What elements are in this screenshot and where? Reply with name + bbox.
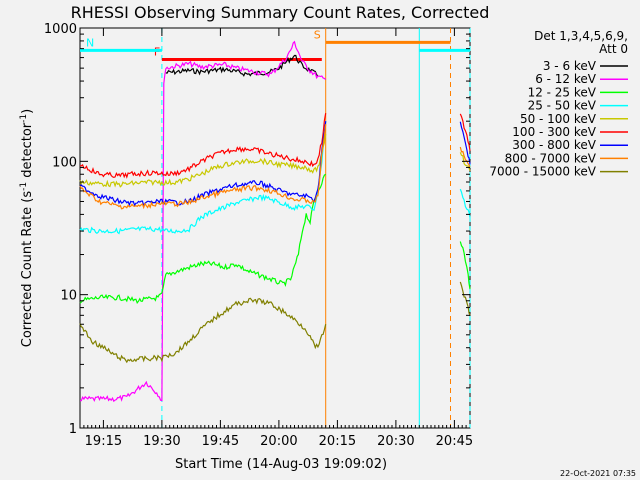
x-tick-label-1: 19:30 (143, 434, 180, 449)
legend-label-3: 25 - 50 keV (528, 99, 597, 113)
y-tick-label-0: 1 (69, 422, 77, 437)
series-line-1 (80, 40, 327, 403)
x-tick-label-6: 20:45 (436, 434, 473, 449)
x-tick-label-0: 19:15 (85, 434, 122, 449)
y-tick-label-2: 100 (52, 155, 77, 170)
legend-detectors: Det 1,3,4,5,6,9, (534, 29, 628, 43)
late-series-line-5 (459, 241, 471, 290)
series-line-4 (79, 134, 327, 188)
late-series-line-4 (459, 188, 471, 218)
series-line-5 (79, 112, 327, 179)
legend-label-0: 3 - 6 keV (543, 59, 597, 73)
chart-title: RHESSI Observing Summary Count Rates, Co… (71, 3, 490, 22)
y-axis-label-end: ) (20, 109, 35, 114)
y-axis-label-sup1: -1 (19, 182, 29, 191)
legend-label-6: 300 - 800 keV (512, 138, 596, 152)
flag-label-F: F (154, 46, 160, 59)
x-tick-label-4: 20:15 (319, 434, 356, 449)
x-tick-label-3: 20:00 (260, 434, 297, 449)
legend-label-4: 50 - 100 keV (520, 112, 597, 126)
series-lines (79, 40, 471, 403)
legend-label-1: 6 - 12 keV (535, 72, 597, 86)
series-line-0 (165, 54, 319, 77)
y-axis-label-sup2: -1 (19, 114, 29, 123)
late-series-line-2 (459, 146, 471, 168)
late-series-line-0 (459, 113, 471, 151)
y-tick-label-1: 10 (60, 289, 77, 304)
y-tick-label-3: 1000 (44, 22, 77, 37)
legend-label-8: 7000 - 15000 keV (489, 165, 596, 179)
flag-label-N: N (86, 36, 94, 49)
y-axis-label-mid: detector (20, 122, 35, 182)
series-line-2 (79, 173, 327, 304)
series-line-3 (79, 121, 327, 235)
flag-label-S: S (314, 28, 321, 41)
y-axis-label: Corrected Count Rate (s-1 detector-1) (19, 109, 35, 347)
y-axis: 1 10 100 1000 (44, 22, 470, 437)
legend-label-2: 12 - 25 keV (528, 85, 597, 99)
x-tick-label-2: 19:45 (202, 434, 239, 449)
legend-attenuator: Att 0 (599, 42, 628, 56)
legend-label-7: 800 - 7000 keV (505, 151, 597, 165)
flag-bars: F N S (80, 28, 470, 62)
late-series-line-6 (459, 281, 471, 316)
y-axis-label-main: Corrected Count Rate (s (20, 191, 35, 348)
footer-timestamp: 22-Oct-2021 07:35 (560, 469, 636, 478)
x-tick-label-5: 20:30 (377, 434, 414, 449)
series-line-8 (79, 297, 327, 364)
late-series-line-1 (459, 121, 471, 165)
series-line-7 (79, 124, 327, 210)
series-line-6 (79, 121, 327, 208)
x-axis-label: Start Time (14-Aug-03 19:09:02) (175, 457, 387, 472)
legend-label-5: 100 - 300 keV (512, 125, 596, 139)
x-axis: 19:15 19:30 19:45 20:00 20:15 20:30 20:45 (83, 28, 473, 449)
event-markers (161, 28, 471, 428)
